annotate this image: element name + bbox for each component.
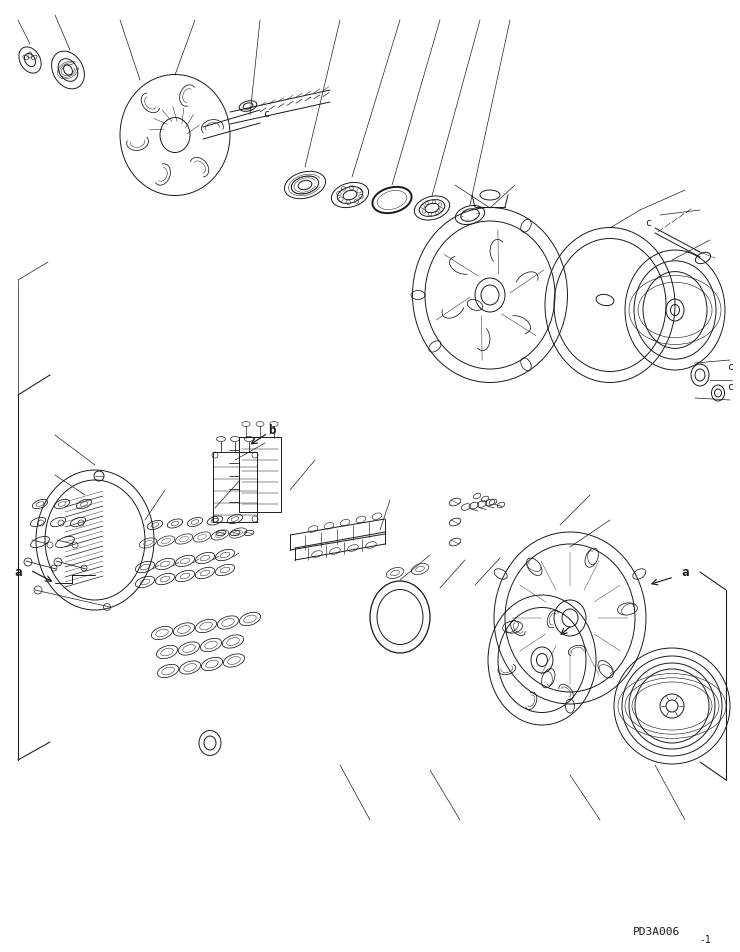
Text: -1: -1 [699, 935, 711, 945]
Text: c: c [727, 362, 733, 372]
Text: a: a [14, 566, 21, 580]
Text: b: b [269, 424, 276, 437]
Text: c: c [263, 109, 269, 119]
Text: c: c [727, 382, 733, 392]
Text: PD3A006: PD3A006 [633, 927, 679, 937]
Text: c: c [645, 218, 651, 228]
Text: a: a [682, 565, 689, 579]
Bar [239, 437, 281, 512]
